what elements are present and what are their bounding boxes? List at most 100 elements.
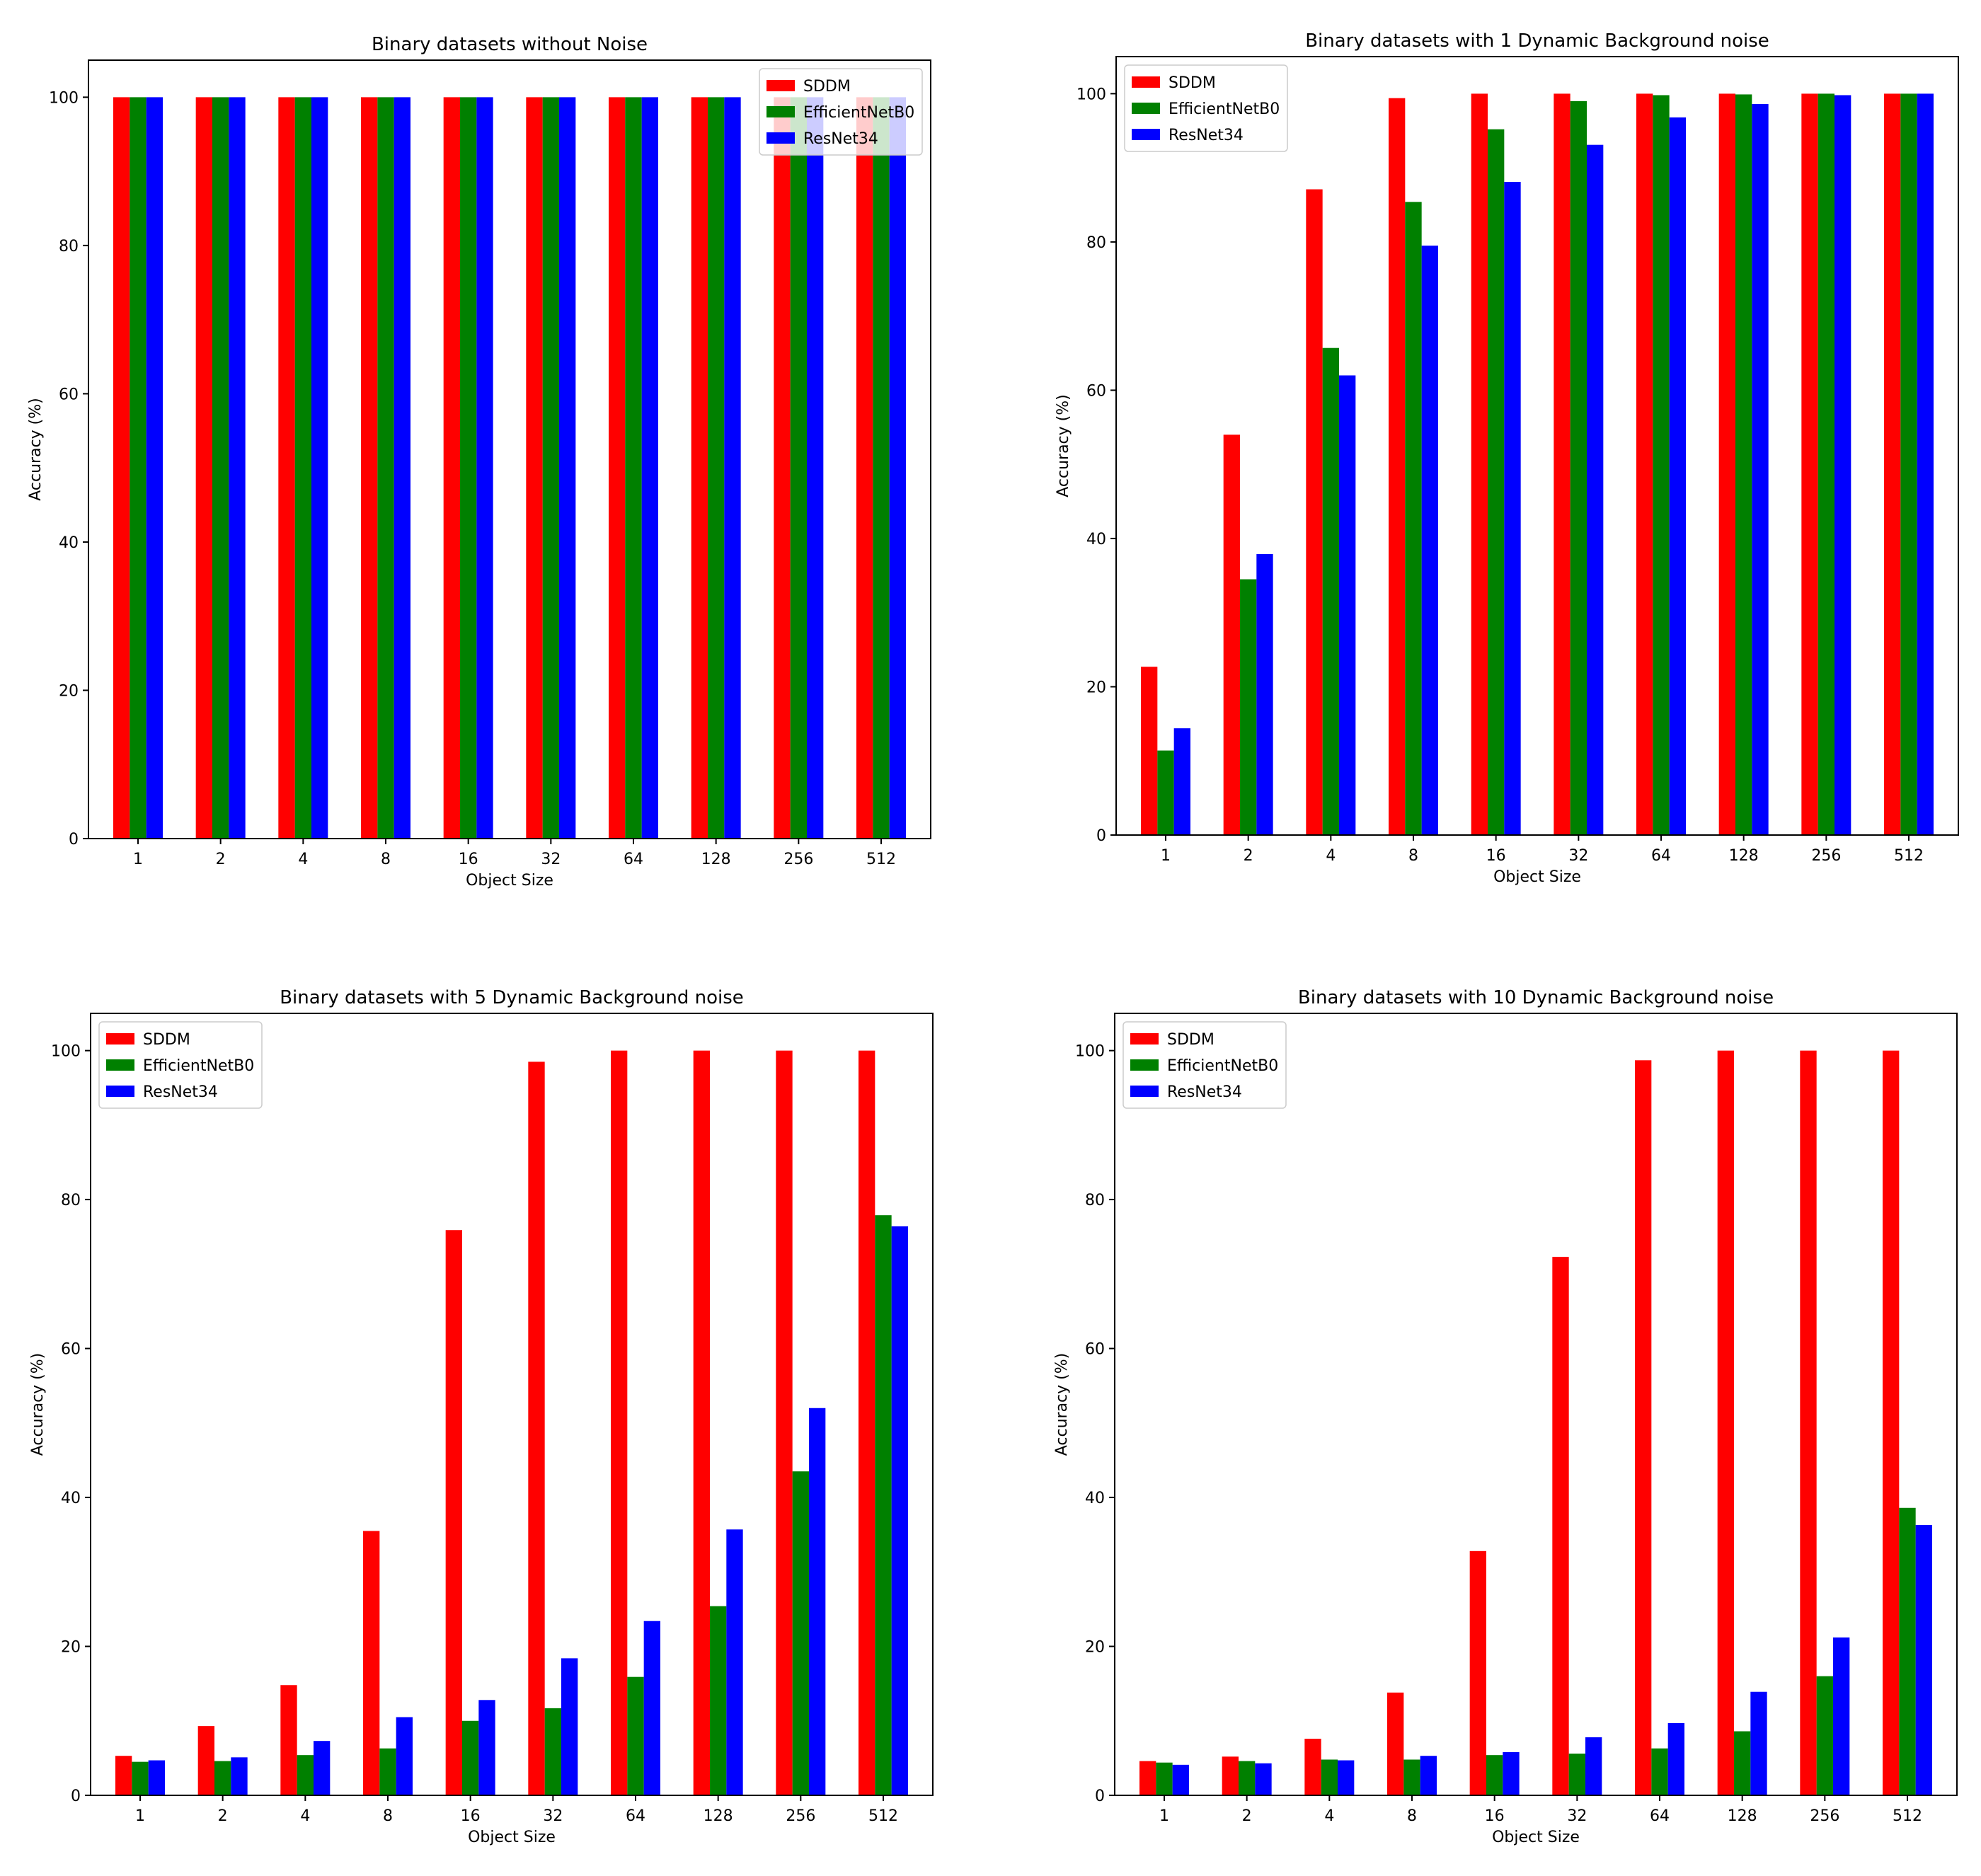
bar-SDDM-32 (528, 1061, 545, 1795)
x-tick-label: 4 (1326, 847, 1336, 865)
bar-EfficientNetB0-128 (1734, 1731, 1751, 1795)
bar-EfficientNetB0-4 (297, 1755, 314, 1795)
bar-ResNet34-4 (314, 1741, 331, 1795)
bar-ResNet34-256 (807, 97, 824, 839)
bar-SDDM-256 (774, 97, 791, 839)
legend-swatch-EfficientNetB0 (106, 1059, 134, 1071)
series-EfficientNetB0 (1156, 1507, 1916, 1795)
legend-swatch-SDDM (1132, 76, 1160, 88)
x-tick-label: 16 (459, 851, 478, 868)
bar-ResNet34-512 (1915, 1524, 1932, 1795)
bar-EfficientNetB0-4 (1321, 1759, 1338, 1795)
bar-SDDM-1 (1139, 1761, 1156, 1795)
legend-swatch-EfficientNetB0 (766, 106, 795, 117)
bar-SDDM-256 (1801, 93, 1818, 835)
x-tick-label: 4 (1324, 1807, 1334, 1825)
bar-SDDM-32 (526, 97, 543, 839)
bar-SDDM-16 (445, 1230, 462, 1795)
bar-EfficientNetB0-128 (708, 97, 725, 839)
x-tick-label: 512 (868, 1807, 898, 1825)
x-tick-label: 512 (866, 851, 896, 868)
x-tick-label: 64 (1650, 1807, 1670, 1825)
legend-label: ResNet34 (1168, 127, 1244, 144)
y-tick-label: 60 (1086, 382, 1106, 400)
x-tick-label: 1 (135, 1807, 145, 1825)
bar-EfficientNetB0-1 (132, 1761, 149, 1795)
bar-ResNet34-128 (726, 1529, 743, 1795)
bar-SDDM-256 (1800, 1050, 1817, 1795)
legend-swatch-ResNet34 (1132, 129, 1160, 140)
x-tick-label: 512 (1894, 847, 1924, 865)
y-tick-label: 20 (59, 682, 79, 700)
series-ResNet34 (146, 97, 906, 839)
y-tick-label: 60 (1085, 1341, 1105, 1359)
bar-SDDM-64 (609, 97, 626, 839)
x-tick-label: 1 (1159, 1807, 1169, 1825)
bar-ResNet34-8 (394, 97, 410, 839)
bar-ResNet34-4 (1339, 375, 1356, 835)
bar-SDDM-256 (776, 1050, 793, 1795)
y-tick-label: 0 (1095, 1788, 1105, 1805)
y-tick-label: 0 (69, 831, 79, 848)
x-tick-label: 256 (1810, 1807, 1839, 1825)
plot-frame (88, 59, 931, 839)
bar-SDDM-128 (1717, 1050, 1734, 1795)
bar-ResNet34-1 (1172, 1764, 1189, 1795)
bar-EfficientNetB0-128 (1735, 94, 1752, 836)
bar-SDDM-4 (280, 1685, 297, 1795)
bar-ResNet34-64 (1667, 1722, 1684, 1795)
bar-SDDM-128 (1718, 93, 1735, 835)
legend-box (759, 68, 923, 156)
bar-SDDM-1 (113, 97, 130, 839)
chart-panel-2: Binary datasets with 1 Dynamic Backgroun… (1055, 30, 1959, 886)
bar-SDDM-8 (1387, 1692, 1404, 1795)
bar-ResNet34-256 (809, 1408, 826, 1795)
bar-EfficientNetB0-16 (1486, 1755, 1503, 1795)
bar-EfficientNetB0-256 (1818, 93, 1834, 835)
legend-swatch-EfficientNetB0 (1132, 103, 1160, 114)
x-tick-label: 8 (1408, 847, 1418, 865)
bar-EfficientNetB0-1 (1156, 1762, 1173, 1795)
x-tick-label: 128 (701, 851, 731, 868)
bar-ResNet34-512 (1917, 93, 1934, 835)
x-tick-label: 64 (624, 851, 643, 868)
x-tick-label: 1 (1161, 847, 1171, 865)
bar-EfficientNetB0-1 (1157, 750, 1174, 835)
series-ResNet34 (1173, 93, 1934, 836)
bar-SDDM-2 (195, 97, 212, 839)
bar-EfficientNetB0-32 (1570, 100, 1587, 836)
legend: SDDM EfficientNetB0 ResNet34 (759, 68, 923, 156)
series-SDDM (115, 1050, 875, 1795)
x-tick-label: 4 (300, 1807, 310, 1825)
x-tick-label: 8 (1407, 1807, 1417, 1825)
bar-SDDM-64 (611, 1050, 628, 1795)
bar-EfficientNetB0-32 (1568, 1754, 1585, 1795)
legend: SDDM EfficientNetB0 ResNet34 (1122, 1021, 1287, 1109)
x-tick-label: 2 (216, 851, 226, 868)
x-axis-label: Object Size (468, 1829, 556, 1846)
y-tick-label: 80 (59, 238, 79, 255)
bar-EfficientNetB0-512 (875, 1215, 892, 1795)
legend-label: SDDM (1168, 74, 1216, 92)
x-tick-label: 64 (1651, 847, 1671, 865)
y-tick-label: 20 (61, 1639, 81, 1657)
series-SDDM (1139, 1050, 1900, 1795)
bar-ResNet34-2 (229, 97, 246, 839)
y-tick-label: 100 (51, 1043, 81, 1061)
legend-label: ResNet34 (803, 130, 878, 148)
bar-ResNet34-16 (478, 1700, 495, 1795)
bar-ResNet34-16 (1503, 1751, 1520, 1795)
bar-EfficientNetB0-16 (460, 97, 477, 839)
bar-ResNet34-64 (643, 1621, 660, 1795)
y-tick-label: 40 (1086, 531, 1106, 548)
bar-EfficientNetB0-16 (1488, 129, 1505, 836)
bar-SDDM-512 (856, 97, 873, 839)
y-tick-label: 80 (61, 1192, 81, 1209)
y-tick-label: 0 (71, 1788, 81, 1805)
bar-ResNet34-128 (1752, 104, 1769, 835)
x-axis-label: Object Size (1492, 1829, 1580, 1846)
bar-EfficientNetB0-512 (1900, 93, 1917, 835)
bar-ResNet34-8 (1420, 1756, 1437, 1795)
bar-SDDM-1 (115, 1756, 132, 1795)
bar-ResNet34-16 (1504, 182, 1521, 835)
